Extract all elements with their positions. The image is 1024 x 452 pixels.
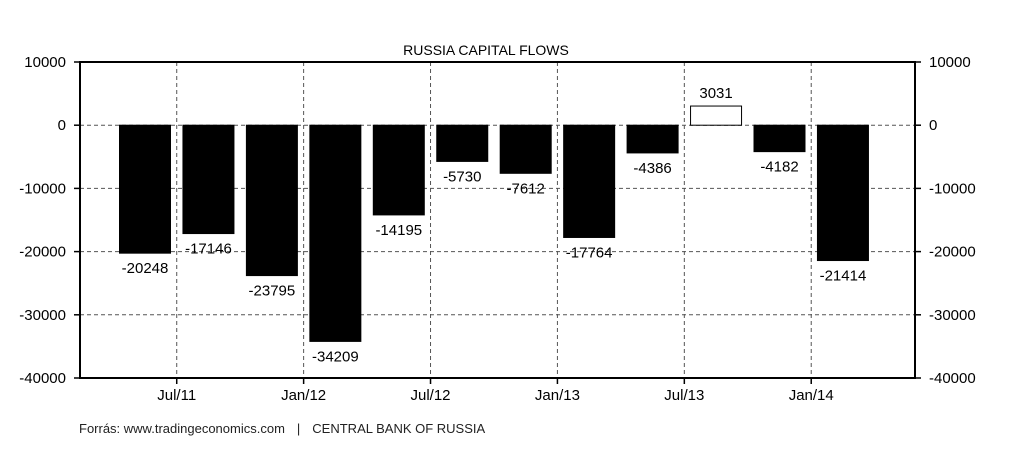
y-tick-label-right: -10000 [929,180,976,197]
y-tick-label-right: -40000 [929,370,976,387]
bar [182,124,235,235]
y-tick-label-left: -30000 [19,307,66,324]
bar-value-label: -21414 [820,268,867,285]
y-tick-label-left: 10000 [24,54,66,71]
bar [499,124,552,174]
bar [372,124,425,216]
bar-value-label: -14195 [375,222,422,239]
bar [690,105,743,126]
provider-text: CENTRAL BANK OF RUSSIA [312,421,486,436]
y-tick-label-right: -30000 [929,307,976,324]
chart-title: RUSSIA CAPITAL FLOWS [403,42,569,58]
bar-value-label: -17764 [566,244,613,261]
x-tick-label: Jul/11 [157,387,196,404]
y-tick-label-right: 0 [929,117,937,134]
bar [563,124,616,238]
x-tick-label: Jan/14 [789,387,834,404]
bar-value-label: -5730 [443,168,481,185]
bar-value-label: 3031 [699,85,732,102]
source-footer: Forrás: www.tradingeconomics.com | CENTRAL… [79,421,485,436]
bar [119,124,171,254]
bar [436,124,489,162]
bar [626,124,679,154]
y-tick-label-right: -20000 [929,244,976,261]
y-tick-label-right: 10000 [929,54,971,71]
bar-value-label: -23795 [249,283,296,300]
bars [119,105,869,342]
footer-separator: | [296,421,301,436]
bar [816,124,869,262]
y-tick-label-left: -10000 [19,180,66,197]
x-tick-label: Jul/13 [664,387,704,404]
data-labels: -20248 -17146 -23795 -34209 -14195 -5730 -7612… [122,85,867,365]
bar-value-label: -17146 [185,241,232,258]
plot-area-frame [79,61,916,379]
bar-value-label: -4386 [633,160,671,177]
x-tick-label: Jan/13 [535,387,580,404]
bar-value-label: -34209 [312,348,359,365]
source-text: Forrás: www.tradingeconomics.com [79,421,285,436]
bar-value-label: -20248 [122,260,169,277]
bar [245,124,298,277]
bar-value-label: -4182 [760,159,798,176]
y-tick-label-left: -40000 [19,370,66,387]
y-tick-label-left: 0 [58,117,66,134]
bar [753,124,806,153]
y-tick-label-left: -20000 [19,244,66,261]
bar [309,124,362,342]
x-tick-label: Jan/12 [281,387,326,404]
x-tick-label: Jul/12 [411,387,451,404]
axis-ticks: 10000 10000 0 0 -10000 -10000 -20000 -20000 -300… [19,54,975,404]
bar-value-label: -7612 [507,180,545,197]
